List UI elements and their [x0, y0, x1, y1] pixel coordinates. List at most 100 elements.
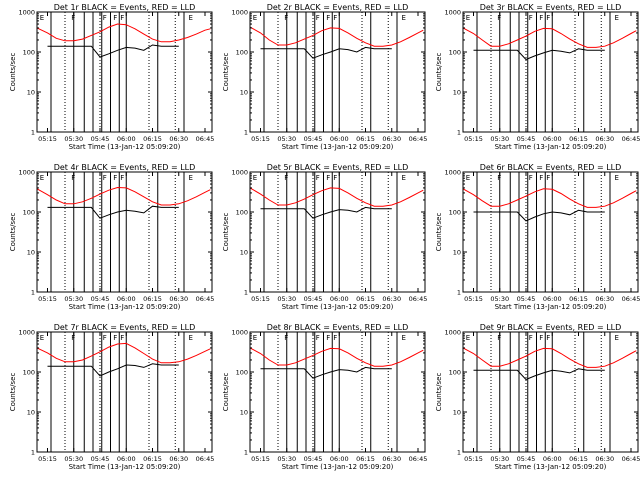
y-tick-label: 100: [23, 49, 35, 57]
flag-label: F: [120, 174, 124, 182]
y-axis-label: Counts/sec: [222, 373, 230, 412]
y-tick-label: 1: [244, 129, 248, 137]
x-tick-label: 05:45: [91, 455, 110, 463]
x-tick-label: 05:30: [490, 135, 509, 143]
series-line-lld: [36, 342, 211, 364]
x-tick-label: 06:00: [330, 295, 349, 303]
series-line-events: [473, 368, 605, 381]
y-tick-label: 1000: [231, 169, 248, 177]
panel-title: Det 3r BLACK = Events, RED = LLD: [480, 3, 622, 12]
series-line-lld: [36, 23, 211, 43]
x-tick-label: 05:45: [304, 135, 323, 143]
y-tick-label: 1: [457, 129, 461, 137]
series-line-events: [47, 363, 179, 377]
x-axis-label: Start Time (13-Jan-12 05:09:20): [282, 463, 394, 471]
y-axis-label: Counts/sec: [9, 53, 17, 92]
x-axis-label: Start Time (13-Jan-12 05:09:20): [282, 143, 394, 151]
series-line-events: [473, 48, 605, 61]
flag-label: E: [466, 334, 470, 342]
flag-label: E: [189, 174, 193, 182]
flag-label: F: [529, 14, 533, 22]
x-tick-label: 06:30: [595, 135, 614, 143]
x-tick-label: 05:45: [304, 455, 323, 463]
y-tick-label: 1000: [231, 9, 248, 17]
x-tick-label: 05:30: [277, 295, 296, 303]
series-line-lld: [36, 186, 211, 206]
flag-label: F: [71, 14, 75, 22]
x-axis-label: Start Time (13-Jan-12 05:09:20): [69, 463, 181, 471]
x-axis-label: Start Time (13-Jan-12 05:09:20): [495, 303, 607, 311]
x-tick-label: 06:00: [543, 455, 562, 463]
flag-label: E: [40, 174, 44, 182]
panel-title: Det 5r BLACK = Events, RED = LLD: [267, 163, 409, 172]
y-axis-label: Counts/sec: [435, 53, 443, 92]
flag-label: F: [103, 14, 107, 22]
x-tick-label: 05:45: [517, 295, 536, 303]
flag-label: F: [497, 334, 501, 342]
plot-frame: [36, 331, 213, 453]
panel-title: Det 8r BLACK = Events, RED = LLD: [267, 323, 409, 332]
flag-label: E: [189, 14, 193, 22]
x-axis-label: Start Time (13-Jan-12 05:09:20): [282, 303, 394, 311]
flag-label: E: [40, 334, 44, 342]
x-tick-label: 06:00: [117, 135, 136, 143]
x-tick-label: 06:45: [622, 295, 640, 303]
y-tick-label: 1000: [444, 329, 461, 337]
y-tick-label: 100: [449, 369, 461, 377]
series-line-events: [47, 205, 179, 219]
y-tick-label: 100: [23, 369, 35, 377]
x-tick-label: 05:15: [38, 135, 57, 143]
y-tick-label: 1000: [18, 169, 35, 177]
flag-label: F: [546, 14, 550, 22]
x-tick-label: 06:00: [117, 295, 136, 303]
series-line-events: [260, 366, 392, 379]
flag-label: F: [539, 14, 543, 22]
x-tick-label: 06:30: [382, 135, 401, 143]
x-tick-label: 06:30: [382, 295, 401, 303]
flag-label: F: [529, 334, 533, 342]
y-tick-label: 100: [236, 49, 248, 57]
flag-label: F: [103, 174, 107, 182]
flag-label: F: [333, 14, 337, 22]
y-tick-label: 1: [457, 289, 461, 297]
flag-label: F: [120, 14, 124, 22]
series-line-events: [473, 209, 605, 222]
flag-label: F: [333, 334, 337, 342]
y-tick-label: 100: [449, 49, 461, 57]
flag-label: F: [113, 334, 117, 342]
x-tick-label: 06:00: [330, 135, 349, 143]
x-tick-label: 06:15: [569, 455, 588, 463]
y-axis-label: Counts/sec: [435, 373, 443, 412]
y-tick-label: 1000: [18, 9, 35, 17]
x-tick-label: 06:45: [409, 295, 428, 303]
flag-label: E: [253, 174, 257, 182]
flag-label: F: [284, 334, 288, 342]
x-tick-label: 05:45: [517, 135, 536, 143]
y-axis-label: Counts/sec: [9, 213, 17, 252]
x-tick-label: 06:15: [143, 455, 162, 463]
x-tick-label: 05:30: [64, 455, 83, 463]
x-tick-label: 06:30: [169, 295, 188, 303]
flag-label: F: [71, 174, 75, 182]
x-tick-label: 05:15: [464, 135, 483, 143]
y-tick-label: 1: [457, 449, 461, 457]
y-tick-label: 10: [453, 249, 461, 257]
panel-title: Det 6r BLACK = Events, RED = LLD: [480, 163, 622, 172]
x-tick-label: 05:30: [490, 455, 509, 463]
x-tick-label: 05:45: [517, 455, 536, 463]
plot-frame: [249, 171, 426, 293]
x-tick-label: 06:45: [622, 135, 640, 143]
plot-frame: [249, 331, 426, 453]
flag-label: F: [326, 174, 330, 182]
x-tick-label: 05:15: [251, 135, 270, 143]
x-tick-label: 06:00: [330, 455, 349, 463]
series-line-lld: [462, 188, 637, 208]
x-tick-label: 05:15: [251, 295, 270, 303]
x-axis-label: Start Time (13-Jan-12 05:09:20): [495, 463, 607, 471]
y-tick-label: 1: [31, 129, 35, 137]
